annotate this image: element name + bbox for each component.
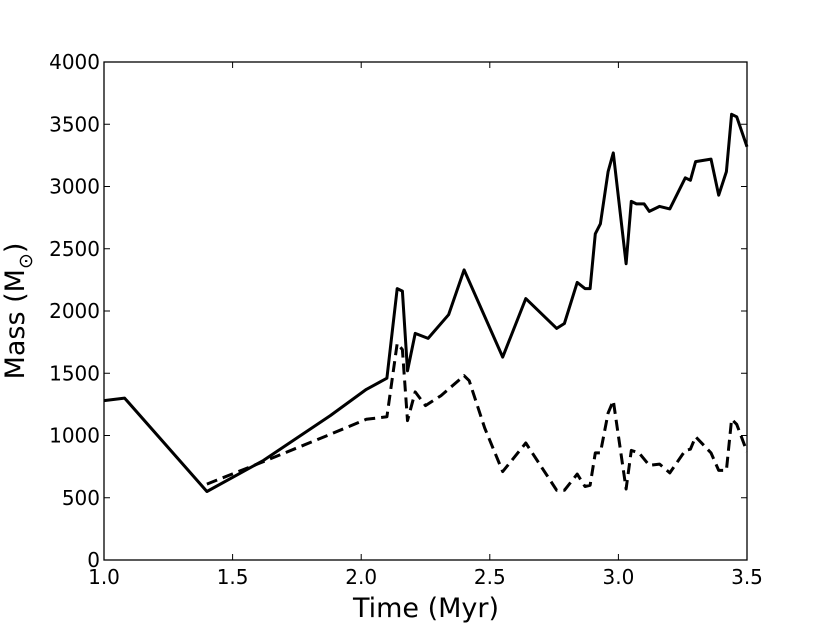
y-tick-label: 1500 (49, 361, 100, 385)
x-tick-label: 1.5 (217, 565, 249, 589)
ticks-layer: 1.0 1.5 2.0 2.5 3.0 3.5 0 500 1000 1500 2000 2500 30… (49, 50, 763, 589)
y-tick-label: 2000 (49, 299, 100, 323)
solar-symbol: ⊙ (15, 253, 37, 269)
x-tick-label: 3.5 (731, 565, 763, 589)
series-layer (103, 112, 749, 493)
y-tick-label: 3500 (49, 112, 100, 136)
y-axis-label: Mass (M⊙) (0, 243, 37, 380)
x-tick-label: 1.0 (88, 565, 120, 589)
x-tick-label: 2.0 (345, 565, 377, 589)
series-line-2 (206, 341, 749, 492)
x-tick-label: 3.0 (602, 565, 634, 589)
y-tick-label: 2500 (49, 237, 100, 261)
y-tick-label: 500 (62, 486, 100, 510)
x-axis-label: Time (Myr) (352, 593, 499, 623)
y-tick-label: 1000 (49, 424, 100, 448)
series-line-1 (103, 112, 749, 493)
x-tick-label: 2.5 (474, 565, 506, 589)
y-tick-label: 4000 (49, 50, 100, 74)
y-tick-label: 3000 (49, 175, 100, 199)
y-axis-label-text: Mass (M (0, 269, 31, 379)
y-tick-label: 0 (87, 548, 100, 572)
y-axis-label-close: ) (0, 243, 31, 254)
